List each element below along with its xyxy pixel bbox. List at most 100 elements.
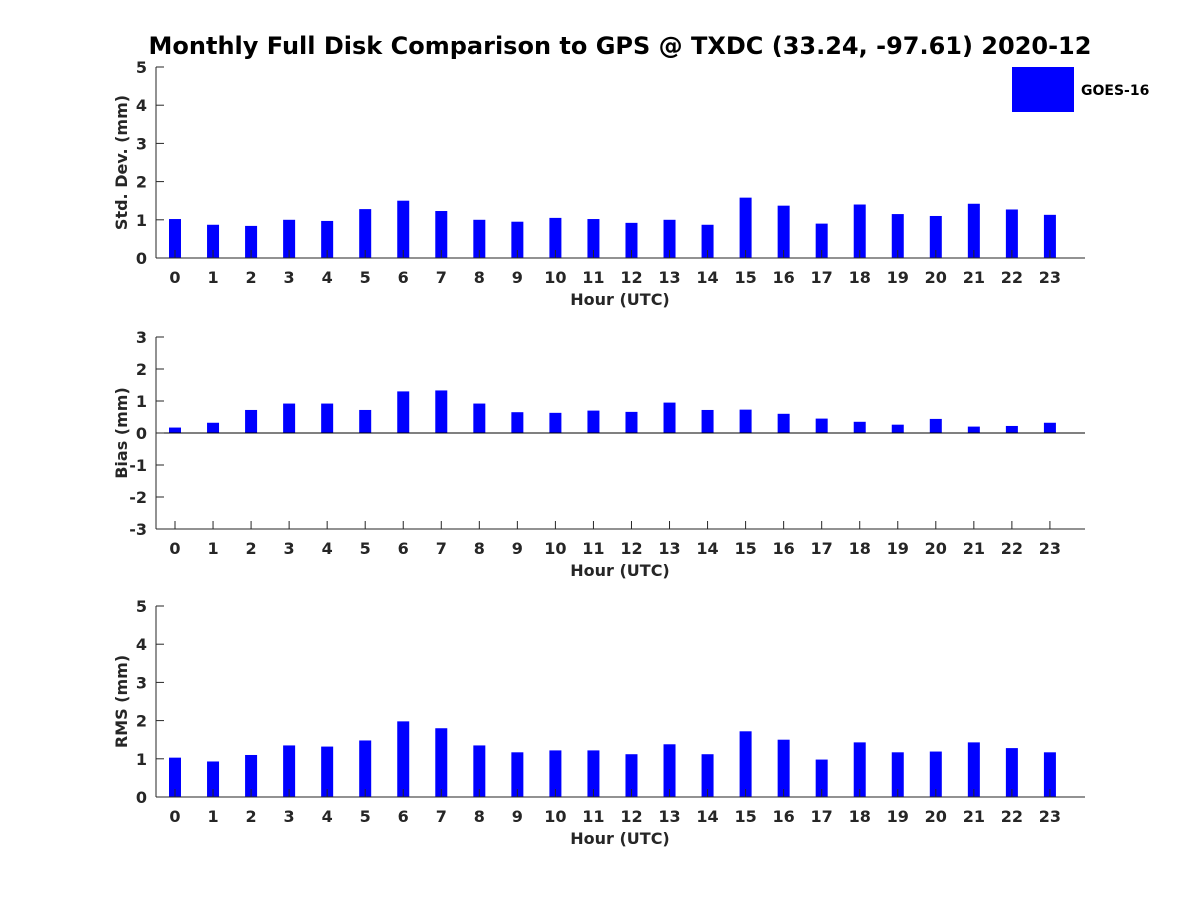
y-tick-label: 3 <box>136 673 147 692</box>
legend-label: GOES-16 <box>1081 83 1149 99</box>
y-tick-label: -3 <box>129 520 147 539</box>
x-tick-label: 11 <box>582 807 604 826</box>
bar-bias-hour-15 <box>739 409 752 433</box>
x-tick-label: 7 <box>436 268 447 287</box>
legend-swatch <box>1012 67 1074 112</box>
bar-bias-hour-10 <box>549 412 562 433</box>
x-tick-label: 7 <box>436 539 447 558</box>
bar-bias-hour-2 <box>245 409 258 433</box>
bar-bias-hour-7 <box>435 390 448 433</box>
bar-bias-hour-8 <box>473 403 486 433</box>
x-tick-label: 0 <box>169 268 180 287</box>
x-tick-label: 16 <box>773 807 795 826</box>
x-tick-label: 13 <box>658 268 680 287</box>
bar-rms-hour-8 <box>473 745 486 797</box>
x-tick-label: 8 <box>474 539 485 558</box>
x-tick-label: 13 <box>658 539 680 558</box>
bar-rms-hour-9 <box>511 752 524 797</box>
bar-std-dev-hour-22 <box>1005 209 1018 258</box>
bar-bias-hour-3 <box>283 403 296 433</box>
bar-std-dev-hour-13 <box>663 219 676 258</box>
x-tick-label: 23 <box>1039 268 1061 287</box>
bar-bias-hour-6 <box>397 391 410 433</box>
y-tick-label: 4 <box>136 635 147 654</box>
x-tick-label: 6 <box>398 807 409 826</box>
bar-rms-hour-13 <box>663 744 676 797</box>
y-tick-label: 1 <box>136 750 147 769</box>
x-tick-label: 3 <box>284 539 295 558</box>
bar-std-dev-hour-15 <box>739 197 752 258</box>
x-tick-label: 17 <box>811 268 833 287</box>
x-tick-label: 2 <box>246 807 257 826</box>
bar-rms-hour-11 <box>587 750 600 797</box>
bar-std-dev-hour-7 <box>435 211 448 258</box>
y-tick-label: 3 <box>136 328 147 347</box>
y-tick-label: 2 <box>136 712 147 731</box>
bar-bias-hour-20 <box>929 418 942 433</box>
bar-bias-hour-11 <box>587 410 600 433</box>
x-tick-label: 22 <box>1001 539 1023 558</box>
x-tick-label: 4 <box>322 807 333 826</box>
bar-std-dev-hour-4 <box>321 220 334 258</box>
x-tick-label: 14 <box>696 539 718 558</box>
y-tick-label: -1 <box>129 456 147 475</box>
x-tick-label: 2 <box>246 539 257 558</box>
x-tick-label: 10 <box>544 539 566 558</box>
x-tick-label: 22 <box>1001 807 1023 826</box>
x-tick-label: 9 <box>512 268 523 287</box>
x-tick-label: 5 <box>360 807 371 826</box>
x-tick-label: 1 <box>207 268 218 287</box>
bar-rms-hour-19 <box>891 752 904 797</box>
bar-rms-hour-0 <box>169 757 181 797</box>
x-tick-label: 9 <box>512 807 523 826</box>
x-tick-label: 12 <box>620 539 642 558</box>
bar-std-dev-hour-10 <box>549 217 562 258</box>
bar-bias-hour-21 <box>967 426 980 433</box>
x-tick-label: 20 <box>925 539 947 558</box>
bar-bias-hour-5 <box>359 409 372 433</box>
y-tick-label: 5 <box>136 597 147 616</box>
bar-std-dev-hour-12 <box>625 222 638 258</box>
x-tick-label: 15 <box>734 539 756 558</box>
x-tick-label: 7 <box>436 807 447 826</box>
x-tick-label: 16 <box>773 268 795 287</box>
x-tick-label: 14 <box>696 268 718 287</box>
x-tick-label: 12 <box>620 807 642 826</box>
x-tick-label: 18 <box>849 539 871 558</box>
y-tick-label: -2 <box>129 488 147 507</box>
bar-rms-hour-20 <box>929 751 942 797</box>
y-tick-label: 1 <box>136 392 147 411</box>
x-tick-label: 22 <box>1001 268 1023 287</box>
x-axis-label: Hour (UTC) <box>570 829 670 848</box>
bar-bias-hour-18 <box>853 421 866 433</box>
x-tick-label: 0 <box>169 807 180 826</box>
bar-rms-hour-7 <box>435 728 448 797</box>
bar-std-dev-hour-17 <box>815 223 828 258</box>
y-tick-label: 2 <box>136 360 147 379</box>
bar-bias-hour-22 <box>1005 425 1018 433</box>
bar-rms-hour-22 <box>1005 748 1018 797</box>
bar-rms-hour-3 <box>283 745 296 797</box>
y-tick-label: 5 <box>136 58 147 77</box>
bar-std-dev-hour-8 <box>473 219 486 258</box>
bar-std-dev-hour-3 <box>283 219 296 258</box>
bar-std-dev-hour-19 <box>891 214 904 258</box>
legend: GOES-16 <box>1012 67 1149 112</box>
bar-std-dev-hour-18 <box>853 204 866 258</box>
x-tick-label: 19 <box>887 268 909 287</box>
bar-std-dev-hour-20 <box>929 215 942 258</box>
bar-std-dev-hour-21 <box>967 203 980 258</box>
x-tick-label: 5 <box>360 539 371 558</box>
bar-bias-hour-9 <box>511 412 524 433</box>
x-tick-label: 9 <box>512 539 523 558</box>
bar-bias-hour-14 <box>701 409 714 433</box>
x-tick-label: 20 <box>925 268 947 287</box>
bar-rms-hour-21 <box>967 742 980 797</box>
bar-std-dev-hour-23 <box>1043 214 1056 258</box>
x-tick-label: 8 <box>474 807 485 826</box>
bar-bias-hour-0 <box>169 427 181 433</box>
x-tick-label: 17 <box>811 539 833 558</box>
x-axis-label: Hour (UTC) <box>570 561 670 580</box>
